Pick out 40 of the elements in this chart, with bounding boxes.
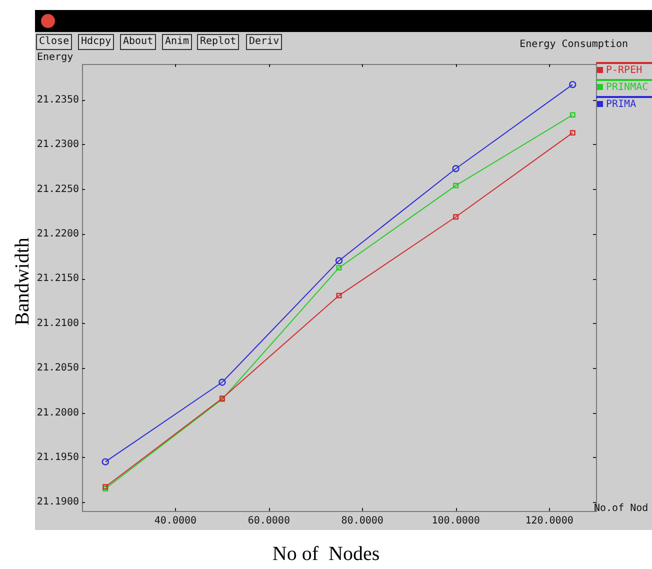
point bbox=[218, 378, 226, 386]
x-axis-title: No of Nodes bbox=[271, 543, 381, 566]
text: About bbox=[120, 34, 156, 50]
point bbox=[336, 265, 342, 271]
point bbox=[452, 165, 460, 172]
y-tick-label: 21.2150 bbox=[36, 273, 79, 284]
annotation: No.of Nod bbox=[594, 503, 648, 514]
point bbox=[102, 458, 109, 466]
y-tick-label: 21.1950 bbox=[36, 452, 79, 463]
x-tick-label: 40.0000 bbox=[154, 516, 197, 527]
y-tick-label: 21.1900 bbox=[36, 496, 79, 508]
chart-title: Energy Consumption bbox=[520, 39, 628, 50]
point bbox=[453, 214, 459, 220]
text: Hdcpy bbox=[78, 34, 114, 50]
point bbox=[336, 292, 342, 298]
text: Anim bbox=[162, 34, 192, 50]
y-tick-label: 21.2000 bbox=[36, 407, 79, 418]
point bbox=[335, 257, 343, 264]
text: Close bbox=[36, 34, 72, 50]
legend-label: P-RPEH bbox=[606, 65, 642, 76]
x-tick-label: 60.0000 bbox=[248, 516, 290, 527]
y-tick-label: 21.2250 bbox=[36, 184, 79, 195]
x-tick-label: 120.0000 bbox=[525, 516, 574, 527]
y-tick-label: 21.2350 bbox=[36, 94, 79, 106]
x-tick-label: 80.0000 bbox=[341, 516, 384, 527]
y-tick-label: 21.2100 bbox=[36, 318, 79, 329]
y-tick-label: 21.2200 bbox=[36, 228, 79, 240]
y-tick-label: 21.2050 bbox=[36, 362, 79, 374]
text: Deriv bbox=[246, 34, 282, 50]
y-axis-title: Bandwidth bbox=[12, 236, 34, 326]
text: Replot bbox=[197, 34, 240, 50]
point bbox=[570, 130, 576, 136]
point bbox=[569, 80, 576, 88]
legend-label: PRIMA bbox=[606, 99, 636, 110]
y-tick-label: 21.2300 bbox=[36, 139, 79, 150]
legend-label: PRINMAC bbox=[606, 82, 648, 93]
point bbox=[453, 182, 459, 188]
text: Energy bbox=[37, 52, 74, 63]
x-tick-label: 100.0000 bbox=[432, 516, 480, 527]
point bbox=[570, 112, 576, 118]
